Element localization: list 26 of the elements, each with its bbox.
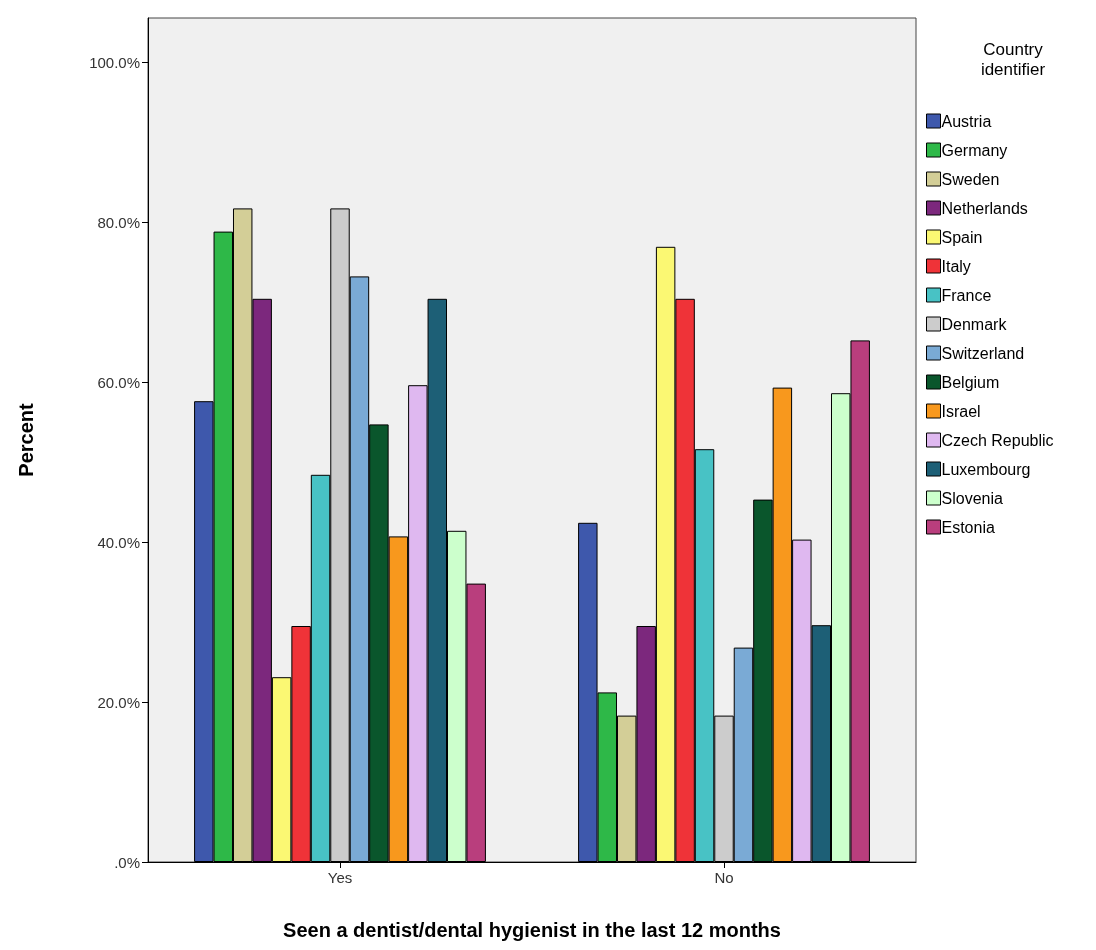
legend-label: Denmark <box>941 315 1008 333</box>
x-tick-label: Yes <box>327 869 353 886</box>
legend-label: Spain <box>941 228 983 246</box>
legend-label: Slovenia <box>941 489 1003 507</box>
y-tick-label: 60.0% <box>97 373 140 391</box>
x-tick-label: No <box>714 869 734 886</box>
y-tick-label: 80.0% <box>97 213 140 231</box>
legend-label: Switzerland <box>941 344 1025 362</box>
y-axis-title: Percent <box>15 402 37 477</box>
y-tick-label: 40.0% <box>97 533 140 551</box>
legend-label: France <box>941 286 992 304</box>
legend-label: Italy <box>941 257 971 275</box>
legend-label: Netherlands <box>941 199 1028 217</box>
y-tick-label: 100.0% <box>89 53 140 71</box>
legend-title: Country identifier <box>980 39 1046 79</box>
legend-label: Estonia <box>941 518 995 536</box>
legend-label: Belgium <box>941 373 1000 391</box>
legend-label: Luxembourg <box>941 460 1031 478</box>
legend-label: Germany <box>941 141 1008 159</box>
legend-label: Israel <box>941 402 981 420</box>
legend-label: Czech Republic <box>941 431 1054 449</box>
legend-label: Austria <box>941 112 992 130</box>
x-axis-title: Seen a dentist/dental hygienist in the last 12 months <box>283 919 781 941</box>
y-tick-label: 20.0% <box>97 693 140 711</box>
legend-label: Sweden <box>941 170 1000 188</box>
y-tick-label: .0% <box>114 853 140 871</box>
